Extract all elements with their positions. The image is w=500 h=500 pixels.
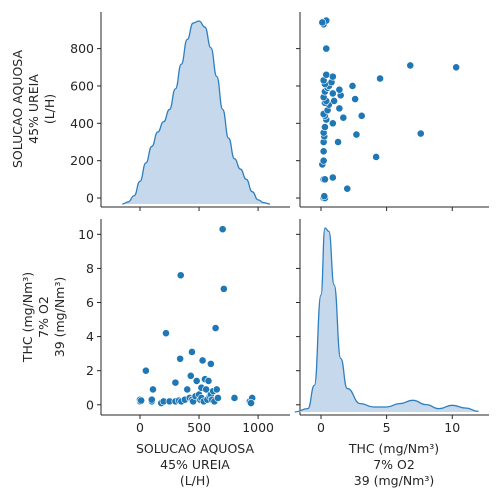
scatter-point-bottom-left xyxy=(212,385,221,394)
scatter-point-bottom-left xyxy=(176,271,185,280)
scatter-point-top-right xyxy=(352,130,361,139)
scatter-point-bottom-left xyxy=(206,359,215,368)
x-axis-label-var1: (L/H) xyxy=(180,473,210,488)
y-axis-label-var1: 45% UREIA xyxy=(26,74,41,144)
y-tick-label: 8 xyxy=(86,261,94,276)
scatter-point-bottom-left xyxy=(247,399,255,407)
scatter-point-top-right xyxy=(321,123,329,131)
panel-bottom-left: 0 500 1000 0 2 4 6 8 10 xyxy=(78,219,290,435)
scatter-point-top-right xyxy=(416,129,425,138)
y-tick-label: 200 xyxy=(70,153,94,168)
y-axis-label-var2: 7% O2 xyxy=(36,296,51,338)
scatter-point-top-right xyxy=(335,104,344,113)
scatter-point-top-right xyxy=(328,72,337,81)
scatter-point-top-right xyxy=(322,44,331,53)
scatter-point-bottom-left xyxy=(183,385,192,394)
x-tick-label: 1000 xyxy=(242,420,274,435)
scatter-point-top-right xyxy=(376,74,384,83)
x-axis-label-var2: THC (mg/Nm³) xyxy=(348,441,439,456)
scatter-point-bottom-left xyxy=(230,394,239,402)
panel-top-right xyxy=(296,12,489,211)
x-tick-label: 10 xyxy=(444,420,460,435)
scatter-point-bottom-left xyxy=(198,356,207,365)
scatter-point-top-right xyxy=(372,153,381,161)
scatter-point-bottom-left xyxy=(211,324,220,332)
x-tick-label: 5 xyxy=(383,420,391,435)
scatter-point-top-right xyxy=(357,111,366,120)
y-axis-label-var1: (L/H) xyxy=(42,94,57,124)
kde-var2-fill xyxy=(294,228,479,412)
scatter-point-top-right xyxy=(320,192,329,201)
y-tick-label: 0 xyxy=(86,397,94,412)
y-tick-label: 6 xyxy=(86,295,94,310)
x-tick-label: 0 xyxy=(136,420,144,435)
scatter-point-bottom-left xyxy=(186,371,195,380)
scatter-point-top-right xyxy=(334,138,342,146)
scatter-point-bottom-left xyxy=(204,377,213,385)
scatter-point-top-right xyxy=(339,113,348,122)
scatter-point-bottom-left xyxy=(141,366,150,375)
scatter-point-top-right xyxy=(321,175,329,184)
scatter-point-bottom-left xyxy=(162,329,170,338)
scatter-point-bottom-left xyxy=(149,385,157,394)
y-axis-label-var2: 39 (mg/Nm³) xyxy=(52,277,67,358)
scatter-point-bottom-left xyxy=(214,394,222,402)
scatter-point-bottom-left xyxy=(147,395,156,404)
scatter-point-top-right xyxy=(328,89,337,98)
x-tick-label: 0 xyxy=(317,420,325,435)
scatter-point-top-right xyxy=(328,119,337,128)
y-tick-label: 10 xyxy=(78,227,94,242)
scatter-point-top-right xyxy=(335,85,344,94)
scatter-point-top-right xyxy=(318,18,327,27)
kde-var1-fill xyxy=(122,21,270,204)
scatter-point-top-right xyxy=(330,97,339,105)
scatter-point-bottom-left xyxy=(219,284,228,293)
y-tick-label: 0 xyxy=(86,191,94,206)
y-tick-label: 4 xyxy=(86,329,94,344)
kde-var1-line xyxy=(122,20,270,205)
x-tick-label: 500 xyxy=(187,420,211,435)
scatter-point-top-right xyxy=(343,184,352,193)
scatter-point-bottom-left xyxy=(218,225,227,234)
scatter-point-bottom-left xyxy=(171,378,180,387)
scatter-point-top-right xyxy=(348,82,357,90)
scatter-point-top-right xyxy=(319,147,328,156)
scatter-point-top-right xyxy=(406,61,415,70)
y-axis-label-var2: THC (mg/Nm³) xyxy=(20,272,35,363)
scatter-point-bottom-left xyxy=(176,354,185,363)
scatter-point-top-right xyxy=(328,173,337,182)
panel-top-left: 0 200 400 600 800 xyxy=(70,12,290,211)
kde-var2-line xyxy=(294,227,479,413)
x-axis-label-var1: 45% UREIA xyxy=(160,457,230,472)
scatter-point-bottom-left xyxy=(137,396,146,405)
y-tick-label: 800 xyxy=(70,41,94,56)
scatter-point-bottom-left xyxy=(192,377,201,385)
panel-bottom-right: 0 5 10 xyxy=(294,219,489,435)
scatter-point-top-right xyxy=(322,70,331,79)
scatter-point-top-right xyxy=(319,156,328,165)
x-axis-label-var1: SOLUCAO AQUOSA xyxy=(136,441,254,456)
scatter-point-top-right xyxy=(351,95,360,103)
y-tick-label: 600 xyxy=(70,78,94,93)
scatter-point-top-right xyxy=(452,63,461,72)
y-tick-label: 2 xyxy=(86,363,94,378)
scatter-point-bottom-left xyxy=(188,348,196,356)
y-tick-label: 400 xyxy=(70,116,94,131)
x-axis-label-var2: 7% O2 xyxy=(373,457,415,472)
y-axis-label-var1: SOLUCAO AQUOSA xyxy=(10,50,25,168)
x-axis-label-var2: 39 (mg/Nm³) xyxy=(354,473,435,488)
